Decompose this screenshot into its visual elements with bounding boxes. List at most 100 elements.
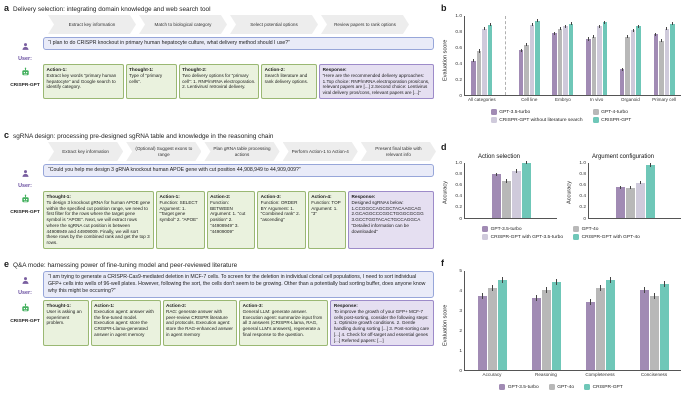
agent-icon-column: CRISPR-GPT	[10, 64, 40, 99]
box-title: Action-3:	[242, 303, 263, 309]
bar	[521, 160, 531, 218]
bar	[531, 295, 541, 370]
subplot-title: Action selection	[477, 154, 521, 160]
agent-label: CRISPR-GPT	[10, 83, 40, 88]
bar	[653, 32, 659, 95]
agent-row: CRISPR-GPT Action-1: Extract key words “p…	[10, 64, 434, 99]
action-box: Action-1: Function: SELECT Argument: 1. “…	[155, 191, 205, 249]
category-label: Reasoning	[535, 371, 557, 377]
legend-label: GPT-3.5-turbo	[490, 226, 522, 232]
y-axis-label: Evaluation score	[442, 304, 449, 347]
action-box: Action-3: Function: ORDER BY Argument: 1.…	[257, 191, 306, 249]
bar	[541, 287, 551, 370]
workflow-steps: Extract key information Match to biologi…	[48, 15, 436, 34]
error-bar	[639, 181, 641, 185]
action-box: Action-2: Search literature and rank deli…	[261, 64, 318, 99]
box-text: “Here are the recommended delivery appro…	[322, 72, 430, 96]
bar	[659, 39, 664, 95]
box-title: Action-1:	[46, 67, 67, 72]
bar-group: Conciseness	[639, 281, 669, 377]
response-box: Response: Designed sgRNAs below: 1.CCGGCC…	[347, 191, 434, 249]
category-label: Organoid	[620, 96, 640, 102]
error-bar	[535, 295, 537, 301]
error-bar	[495, 172, 497, 177]
legend-item: GPT-4-turbo	[592, 109, 632, 115]
legend-item: CRISPR-GPT with GPT-3.5-turbo	[482, 234, 563, 240]
box-text: User is asking an experiment problem.	[46, 308, 82, 326]
y-tick-label: 1.0	[455, 160, 462, 166]
bar-group: Cell line	[518, 19, 540, 102]
user-message-row: User: “Could you help me design 3 gRNA k…	[10, 164, 434, 189]
bar	[625, 186, 635, 218]
y-tick-label: 0.8	[455, 171, 462, 177]
legend-item: CRISPR-GPT	[592, 117, 631, 123]
y-tick-label: 0.2	[455, 77, 462, 83]
legend-swatch	[482, 234, 489, 240]
error-bar	[545, 287, 547, 293]
error-bar	[478, 49, 480, 53]
legend-item: CRISPR-GPT with GPT-4o	[573, 234, 640, 240]
chart-legend: GPT-3.5-turbo GPT-4-turbo CRISPR-GPT witho…	[441, 109, 681, 123]
error-bar	[621, 67, 623, 71]
legend-item: GPT-4o	[573, 226, 640, 232]
panel-a-delivery-selection: a Delivery selection: integrating domain…	[4, 3, 436, 128]
bar-group: In vivo	[586, 20, 608, 102]
bar	[591, 35, 597, 95]
action-box: Action-3: General LLM: generate answer. E…	[239, 300, 329, 347]
error-bar	[609, 277, 611, 283]
bar-group: Primary cell	[652, 22, 676, 102]
subplot-argument-configuration: Argument configuration Accuracy 0 0.2 0.4 0…	[565, 154, 681, 222]
legend-swatch	[584, 384, 591, 390]
bar	[636, 24, 641, 95]
bar	[595, 285, 605, 370]
legend-item: CRISPR-GPT	[584, 384, 623, 390]
bar	[471, 59, 476, 95]
chart-legend: GPT-3.5-turbo GPT-4o CRISPR-GPT with GPT-3…	[441, 226, 681, 240]
bar	[563, 24, 568, 95]
panel-b-evaluation-chart: b Evaluation score 0 0.2 0.4 0.6 0.8 1.0 All …	[441, 3, 681, 140]
bar	[649, 293, 659, 370]
bar	[524, 43, 529, 95]
workflow-step: (Optional) Suggest exons to range	[126, 142, 201, 161]
error-bar	[555, 279, 557, 285]
response-box: Response: “Here are the recommended deliv…	[319, 64, 434, 99]
legend-swatch	[499, 384, 506, 390]
panel-f-qa-evaluation-chart: f Evaluation score 0 1 2 3 4 5 Accuracy Reason…	[441, 258, 681, 418]
user-message: “I am trying to generate a CRISPR-Cas9-m…	[43, 271, 434, 299]
error-bar	[666, 27, 668, 31]
box-text: Two delivery options for “primary cell”:…	[182, 72, 256, 90]
bar-group: Accuracy	[477, 277, 507, 377]
workflow-step: Review papers to rank options	[321, 15, 409, 34]
bar	[511, 169, 521, 218]
panel-header: f	[441, 258, 681, 268]
legend-swatch	[482, 226, 489, 232]
workflow-step: Extract key information	[48, 15, 136, 34]
box-text: Function: TOP Argument: 1. “3”	[311, 199, 341, 217]
action-box: Action-1: Execution agent: answer with th…	[90, 300, 161, 347]
legend-item: GPT-3.5-turbo	[482, 226, 563, 232]
user-icon	[21, 272, 30, 290]
bar	[625, 35, 630, 95]
agent-label: CRISPR-GPT	[10, 210, 40, 215]
user-label: User:	[18, 290, 32, 296]
bar	[664, 27, 670, 95]
category-label: Accuracy	[482, 371, 502, 377]
panel-header: b	[441, 3, 681, 13]
plot-area	[588, 163, 681, 219]
error-bar	[638, 24, 640, 28]
box-text: Function: BETWEEN Argument: 1. “cut posi…	[210, 199, 246, 234]
panel-e-qa-mode: e Q&A mode: harnessing power of fine-tun…	[4, 259, 436, 418]
y-axis-ticks: 0 1 2 3 4 5	[450, 269, 464, 374]
bar	[635, 181, 645, 218]
error-bar	[655, 32, 657, 36]
y-axis-label: Accuracy	[566, 181, 573, 205]
y-axis-label: Accuracy	[442, 181, 449, 205]
legend-item: GPT-3.5-turbo	[499, 384, 539, 390]
error-bar	[643, 287, 645, 293]
bar	[597, 24, 602, 95]
evaluation-score-bar-chart: Evaluation score 0 0.2 0.4 0.6 0.8 1.0 All ca…	[441, 14, 681, 105]
legend-swatch	[573, 226, 580, 232]
error-bar	[649, 163, 651, 167]
box-text: Execution agent: answer with the fine-tu…	[94, 308, 154, 337]
box-text: Function: SELECT Argument: 1. “Target ge…	[159, 199, 198, 223]
